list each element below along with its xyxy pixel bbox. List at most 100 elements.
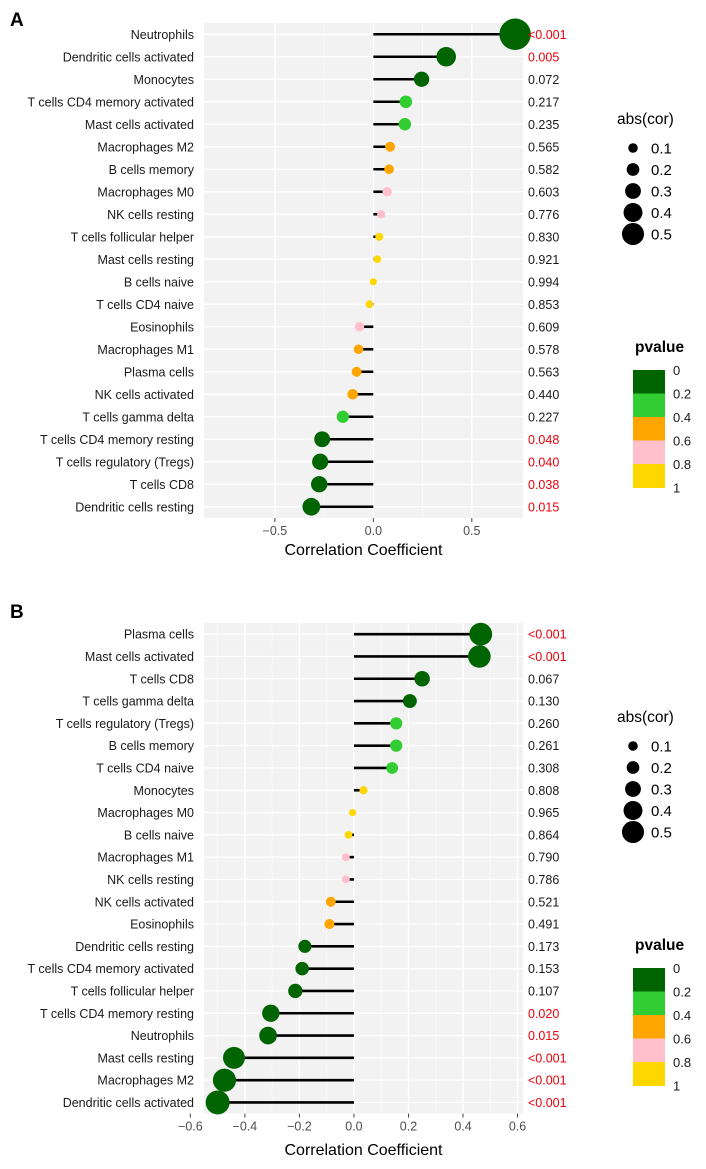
- color-legend-swatch: [633, 968, 665, 992]
- panel-a: A −0.5 0.0 0.5 Neutrophils <0.001 Dendritic ce…: [10, 10, 691, 559]
- pvalue-label: 0.521: [528, 895, 559, 909]
- size-legend-dot: [623, 801, 643, 820]
- pvalue-label: 0.072: [528, 73, 559, 87]
- category-label: Macrophages M0: [97, 185, 194, 199]
- pvalue-label: 0.864: [528, 828, 559, 842]
- lollipop-dot: [349, 808, 357, 817]
- x-tick-label: 0.0: [345, 1120, 362, 1134]
- category-label: T cells follicular helper: [71, 984, 194, 998]
- pvalue-label: 0.217: [528, 95, 559, 109]
- size-legend-title: abs(cor): [617, 709, 674, 726]
- plot-background: [204, 623, 523, 1114]
- color-legend-label: 0.4: [673, 410, 691, 425]
- x-tick-label: 0.5: [463, 524, 480, 538]
- size-legend-label: 0.3: [651, 782, 672, 799]
- pvalue-label: <0.001: [528, 28, 567, 42]
- size-legend-label: 0.1: [651, 141, 672, 158]
- pvalue-label: 0.015: [528, 500, 559, 514]
- pvalue-label: 0.173: [528, 940, 559, 954]
- lollipop-dot: [336, 410, 349, 423]
- lollipop-dot: [373, 255, 382, 264]
- category-label: Dendritic cells activated: [63, 50, 194, 64]
- color-legend-label: 0.6: [673, 1032, 691, 1047]
- category-label: T cells CD8: [130, 672, 194, 686]
- size-legend-label: 0.4: [651, 803, 672, 820]
- category-label: Dendritic cells resting: [75, 500, 194, 514]
- color-legend-label: 0.6: [673, 434, 691, 449]
- color-legend-swatch: [633, 417, 665, 441]
- category-label: B cells memory: [109, 739, 195, 753]
- x-tick-label: −0.4: [233, 1120, 258, 1134]
- color-legend-swatch: [633, 440, 665, 465]
- size-legend-title: abs(cor): [617, 111, 674, 128]
- lollipop-dot: [413, 71, 430, 87]
- lollipop-dot: [390, 717, 403, 730]
- category-label: Macrophages M0: [97, 806, 194, 820]
- category-label: T cells follicular helper: [71, 230, 194, 244]
- color-legend-title: pvalue: [635, 339, 684, 356]
- x-tick-label: −0.2: [287, 1120, 312, 1134]
- pvalue-label: 0.994: [528, 275, 559, 289]
- size-legend-dot: [625, 183, 641, 199]
- size-legend-label: 0.2: [651, 760, 672, 777]
- category-label: B cells naive: [124, 275, 194, 289]
- lollipop-dot: [347, 388, 358, 400]
- color-legend-swatch: [633, 991, 665, 1016]
- lollipop-dot: [353, 344, 364, 355]
- pvalue-label: 0.786: [528, 873, 559, 887]
- x-tick-label: 0.0: [365, 524, 382, 538]
- lollipop-dot: [375, 232, 384, 241]
- lollipop-dot: [341, 875, 350, 884]
- lollipop-dot: [262, 1004, 280, 1022]
- lollipop-dot: [325, 896, 336, 907]
- x-tick-label: 0.2: [400, 1120, 417, 1134]
- size-legend-label: 0.3: [651, 184, 672, 201]
- color-legend-swatch: [633, 393, 665, 418]
- color-legend-label: 1: [673, 481, 680, 496]
- lollipop-dot: [324, 919, 335, 930]
- pvalue-label: 0.808: [528, 784, 559, 798]
- lollipop-dot: [288, 983, 303, 999]
- lollipop-dot: [365, 300, 374, 309]
- lollipop-dot: [205, 1090, 230, 1115]
- category-label: Mast cells activated: [85, 650, 194, 664]
- color-legend-label: 0.2: [673, 985, 691, 1000]
- lollipop-dot: [399, 95, 413, 109]
- pvalue-label: <0.001: [528, 1051, 567, 1065]
- lollipop-dot: [384, 164, 394, 175]
- category-label: Dendritic cells activated: [63, 1096, 194, 1110]
- pvalue-label: 0.107: [528, 984, 559, 998]
- color-legend-label: 1: [673, 1079, 680, 1094]
- category-label: T cells CD4 memory resting: [40, 1007, 194, 1021]
- size-legend-label: 0.5: [651, 227, 672, 244]
- category-label: Dendritic cells resting: [75, 940, 194, 954]
- pvalue-label: 0.261: [528, 739, 559, 753]
- category-label: Mast cells activated: [85, 118, 194, 132]
- category-label: T cells CD4 memory resting: [40, 433, 194, 447]
- category-label: T cells CD4 memory activated: [28, 962, 195, 976]
- category-label: T cells gamma delta: [82, 410, 194, 424]
- size-legend-dot: [621, 820, 645, 844]
- lollipop-dot: [369, 278, 377, 286]
- category-label: Mast cells resting: [97, 1051, 194, 1065]
- pvalue-label: 0.790: [528, 851, 559, 865]
- pvalue-label: 0.005: [528, 50, 559, 64]
- lollipop-dot: [302, 497, 321, 516]
- lollipop-dot: [382, 187, 392, 197]
- lollipop-dot: [311, 476, 328, 493]
- category-label: NK cells activated: [95, 388, 194, 402]
- category-label: T cells CD8: [130, 478, 194, 492]
- pvalue-label: 0.260: [528, 717, 559, 731]
- lollipop-dot: [402, 694, 417, 709]
- lollipop-dot: [398, 118, 412, 131]
- category-label: B cells naive: [124, 828, 194, 842]
- lollipop-dot: [344, 831, 353, 839]
- panel-label: A: [10, 10, 24, 31]
- pvalue-label: 0.603: [528, 185, 559, 199]
- color-legend-title: pvalue: [635, 937, 684, 954]
- category-label: Macrophages M1: [97, 343, 194, 357]
- lollipop-dot: [499, 18, 531, 50]
- lollipop-dot: [351, 366, 362, 377]
- pvalue-label: 0.565: [528, 140, 559, 154]
